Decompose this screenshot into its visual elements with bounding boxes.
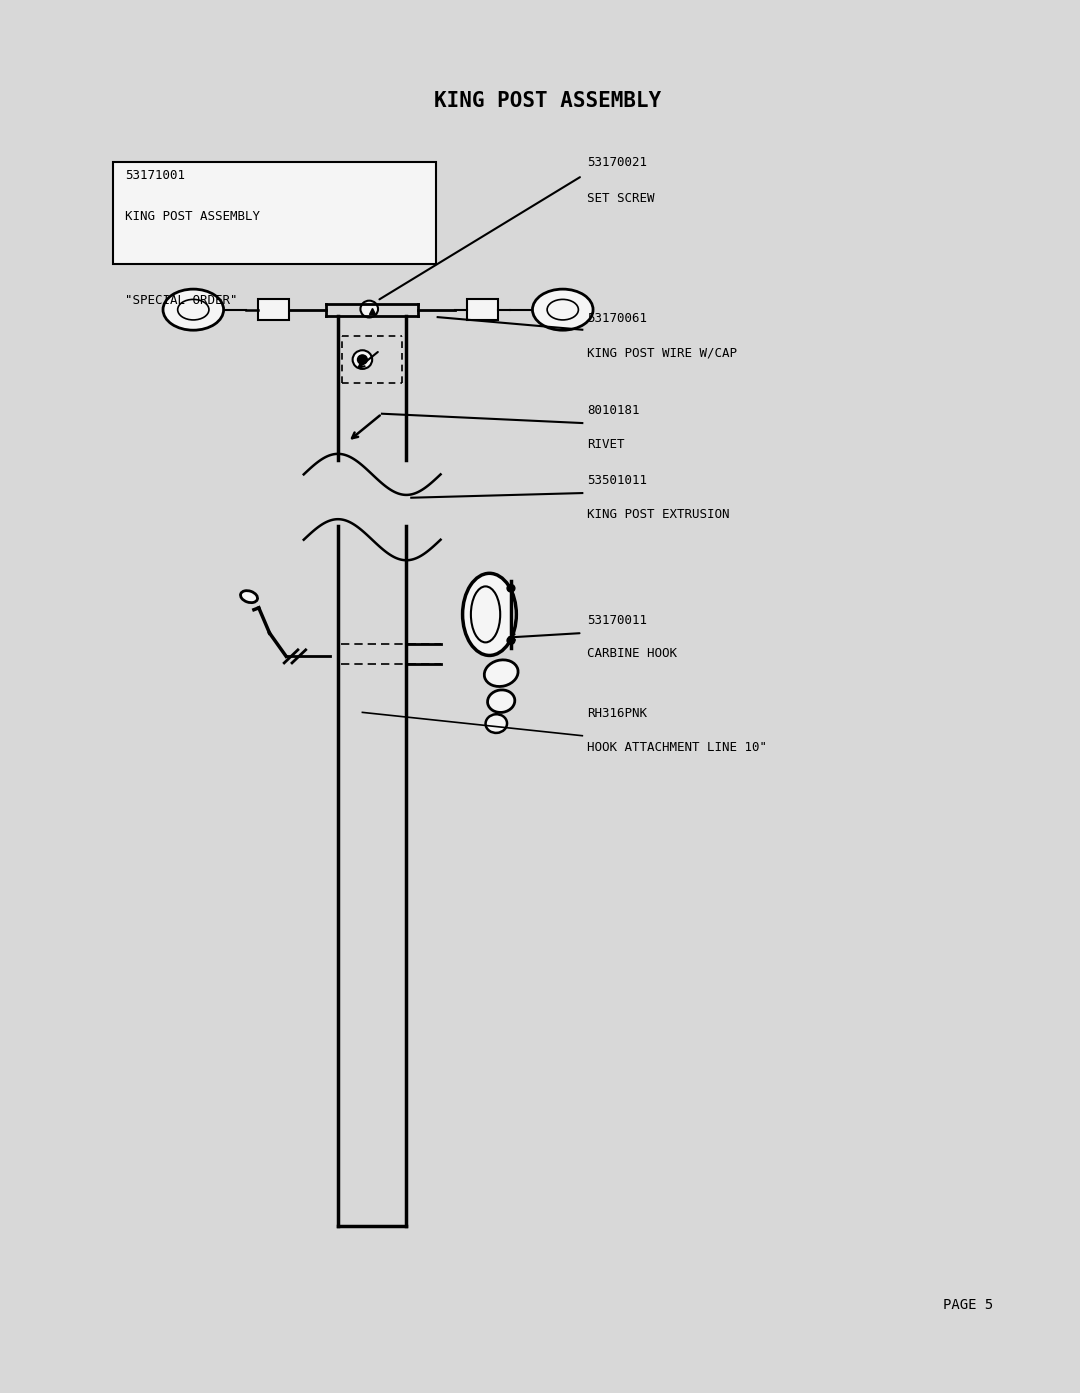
Circle shape (507, 637, 515, 644)
Text: HOOK ATTACHMENT LINE 10": HOOK ATTACHMENT LINE 10" (588, 741, 767, 755)
Ellipse shape (486, 715, 507, 733)
Text: KING POST ASSEMBLY: KING POST ASSEMBLY (434, 91, 662, 111)
FancyBboxPatch shape (113, 162, 435, 265)
Text: SET SCREW: SET SCREW (588, 192, 654, 205)
Ellipse shape (548, 299, 579, 320)
Ellipse shape (487, 690, 515, 712)
Ellipse shape (471, 586, 500, 642)
Text: 8010181: 8010181 (588, 404, 639, 417)
Ellipse shape (178, 299, 208, 320)
Text: CARBINE HOOK: CARBINE HOOK (588, 646, 677, 660)
Ellipse shape (484, 660, 518, 687)
Text: 53171001: 53171001 (125, 169, 185, 182)
Ellipse shape (532, 290, 593, 330)
Circle shape (357, 355, 367, 364)
Text: PAGE 5: PAGE 5 (943, 1297, 993, 1312)
Ellipse shape (462, 574, 516, 656)
Text: RH316PNK: RH316PNK (588, 706, 647, 720)
Text: 53501011: 53501011 (588, 474, 647, 486)
Text: 53170021: 53170021 (588, 156, 647, 169)
Circle shape (361, 301, 378, 318)
Text: 53170011: 53170011 (588, 613, 647, 627)
Circle shape (353, 350, 373, 369)
FancyBboxPatch shape (467, 299, 498, 320)
Text: "SPECIAL ORDER": "SPECIAL ORDER" (125, 294, 238, 308)
Circle shape (507, 585, 515, 592)
FancyBboxPatch shape (258, 299, 289, 320)
Text: RIVET: RIVET (588, 437, 624, 451)
Text: 53170061: 53170061 (588, 312, 647, 325)
Ellipse shape (163, 290, 224, 330)
Text: KING POST EXTRUSION: KING POST EXTRUSION (588, 508, 730, 521)
Ellipse shape (241, 591, 257, 603)
Text: KING POST WIRE W/CAP: KING POST WIRE W/CAP (588, 347, 738, 359)
Text: KING POST ASSEMBLY: KING POST ASSEMBLY (125, 210, 260, 223)
